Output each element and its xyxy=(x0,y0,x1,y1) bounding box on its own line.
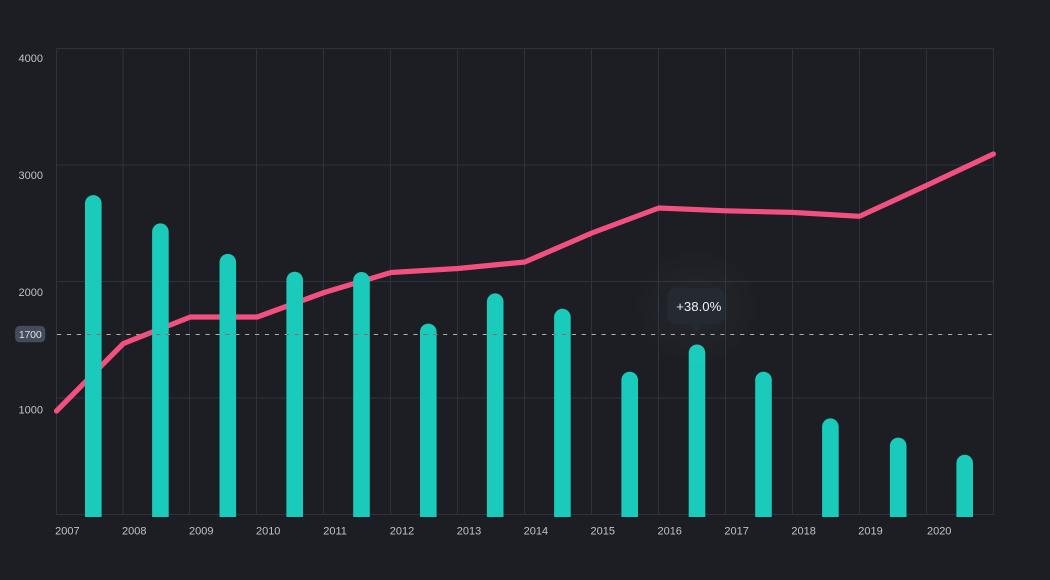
svg-text:2020: 2020 xyxy=(927,526,951,538)
svg-text:2014: 2014 xyxy=(524,526,548,538)
svg-text:2011: 2011 xyxy=(323,526,347,538)
svg-text:4000: 4000 xyxy=(19,53,43,65)
svg-text:2016: 2016 xyxy=(657,526,681,538)
svg-text:2017: 2017 xyxy=(724,526,748,538)
svg-text:2000: 2000 xyxy=(19,287,43,299)
svg-text:+38.0%: +38.0% xyxy=(676,299,721,314)
svg-text:1700: 1700 xyxy=(19,329,42,341)
svg-text:2008: 2008 xyxy=(122,526,146,538)
svg-text:2019: 2019 xyxy=(858,526,882,538)
svg-text:2010: 2010 xyxy=(256,526,280,538)
svg-text:3000: 3000 xyxy=(19,170,43,182)
svg-text:2012: 2012 xyxy=(390,526,414,538)
svg-text:2018: 2018 xyxy=(791,526,815,538)
svg-text:2009: 2009 xyxy=(189,526,213,538)
svg-text:2015: 2015 xyxy=(591,526,615,538)
svg-text:2007: 2007 xyxy=(55,526,79,538)
svg-text:2013: 2013 xyxy=(457,526,481,538)
svg-text:1000: 1000 xyxy=(19,405,43,417)
